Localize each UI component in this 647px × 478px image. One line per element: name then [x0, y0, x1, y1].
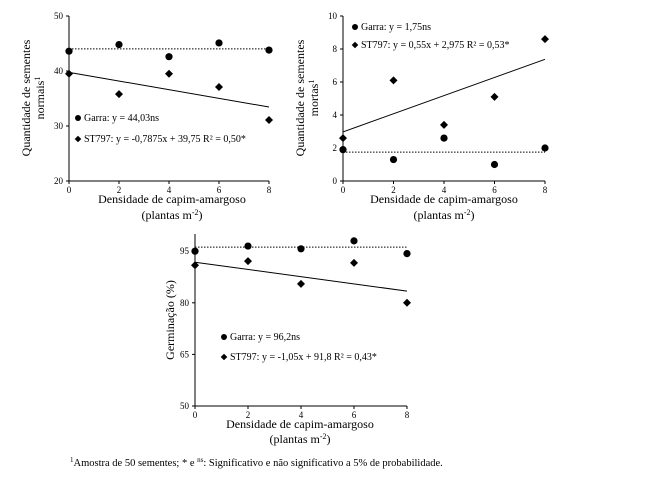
x-tick-label: 4: [299, 410, 304, 420]
chart-3: 50 65 80 95 0 2 4 6 8 Densidade de capim-amargoso…: [163, 234, 411, 446]
data-point-st797: [65, 69, 73, 78]
y-tick-label: 4: [333, 110, 338, 120]
y-tick-label: 20: [54, 176, 64, 186]
data-point-st797: [165, 69, 173, 78]
legend-marker-garra: [75, 115, 81, 121]
x-axis-unit: (plantas m-2): [414, 208, 475, 222]
data-point-st797: [440, 120, 448, 129]
legend-label-garra: Garra: y = 96,2ns: [230, 332, 300, 343]
y-tick-label: 65: [180, 349, 190, 359]
data-point-garra: [541, 144, 549, 152]
y-tick-label: 50: [54, 11, 64, 21]
legend-label-st797: ST797: y = 0,55x + 2,975 R² = 0,53*: [361, 40, 510, 51]
y-tick-label: 2: [333, 143, 338, 153]
x-tick-label: 6: [217, 185, 222, 195]
legend-label-garra: Garra: y = 1,75ns: [361, 22, 431, 33]
y-tick-label: 50: [180, 401, 190, 411]
x-tick-label: 0: [193, 410, 198, 420]
legend-marker-garra: [221, 334, 227, 340]
data-point-garra: [350, 237, 358, 245]
data-point-garra: [403, 250, 411, 258]
data-point-st797: [339, 134, 347, 143]
legend-marker-st797: [220, 353, 228, 361]
data-point-garra: [165, 53, 173, 61]
x-tick-label: 6: [492, 185, 497, 195]
legend-label-garra: Garra: y = 44,03ns: [84, 113, 159, 124]
y-tick-label: 30: [54, 121, 64, 131]
x-tick-label: 4: [167, 185, 172, 195]
data-point-st797: [403, 298, 411, 307]
fit-line-st797: [194, 261, 408, 292]
chart-1: 20 30 40 50 0 2 4 6 8 Densidade de capim-amargoso…: [19, 11, 273, 222]
data-point-garra: [297, 245, 305, 253]
x-tick-label: 2: [117, 185, 122, 195]
legend-marker-st797: [351, 41, 359, 49]
data-point-st797: [490, 92, 499, 101]
y-axis-title: Quantidade de sementesmortas1: [293, 39, 321, 156]
x-tick-label: 0: [341, 185, 346, 195]
data-point-st797: [115, 90, 123, 99]
data-point-garra: [115, 41, 123, 49]
legend-label-st797: ST797: y = -0,7875x + 39,75 R² = 0,50*: [84, 134, 246, 145]
x-tick-label: 8: [267, 185, 272, 195]
data-point-garra: [389, 155, 398, 164]
y-tick-label: 8: [333, 44, 338, 54]
x-tick-label: 2: [391, 185, 396, 195]
data-point-garra: [440, 134, 448, 142]
fit-line-st797: [342, 58, 546, 133]
x-tick-label: 2: [246, 410, 251, 420]
data-point-garra: [65, 47, 73, 55]
legend-marker-garra: [352, 24, 358, 30]
data-point-st797: [541, 35, 549, 44]
x-axis-title: Densidade de capim-amargoso: [370, 192, 518, 206]
x-axis-title: Densidade de capim-amargoso: [98, 192, 246, 206]
data-point-st797: [191, 261, 199, 270]
x-tick-label: 0: [67, 185, 72, 195]
x-tick-label: 4: [442, 185, 447, 195]
data-point-garra: [215, 39, 223, 47]
y-tick-label: 6: [333, 77, 338, 87]
data-point-garra: [191, 247, 199, 255]
y-axis-title: Germinação (%): [163, 280, 177, 360]
data-point-garra: [265, 46, 273, 54]
fit-line-st797: [68, 71, 270, 108]
x-axis-title: Densidade de capim-amargoso: [226, 417, 374, 431]
data-point-st797: [265, 115, 273, 124]
y-tick-label: 95: [180, 246, 190, 256]
x-tick-label: 6: [352, 410, 357, 420]
y-tick-label: 80: [180, 298, 190, 308]
x-tick-label: 8: [543, 185, 548, 195]
data-point-st797: [297, 279, 305, 288]
x-tick-label: 8: [405, 410, 410, 420]
y-tick-label: 10: [328, 11, 338, 21]
y-tick-label: 0: [333, 176, 338, 186]
footnote: 1Amostra de 50 sementes; * e ns: Signifi…: [70, 456, 443, 469]
x-axis-unit: (plantas m-2): [142, 208, 203, 222]
chart-2: 0 2 4 6 8 10 0 2 4 6 8 Densidade de capim-amargoso (…: [293, 11, 549, 222]
data-point-st797: [215, 82, 223, 91]
data-point-garra: [339, 146, 347, 154]
data-point-st797: [389, 76, 398, 85]
data-point-garra: [244, 242, 252, 250]
y-axis-title: Quantidade de sementesnormais1: [19, 39, 47, 156]
data-point-st797: [244, 257, 252, 266]
data-point-st797: [350, 258, 358, 267]
x-axis-unit: (plantas m-2): [270, 432, 331, 446]
legend-label-st797: ST797: y = -1,05x + 91,8 R² = 0,43*: [230, 352, 377, 363]
legend-marker-st797: [74, 135, 82, 143]
y-tick-label: 40: [54, 66, 64, 76]
data-point-garra: [490, 160, 499, 169]
